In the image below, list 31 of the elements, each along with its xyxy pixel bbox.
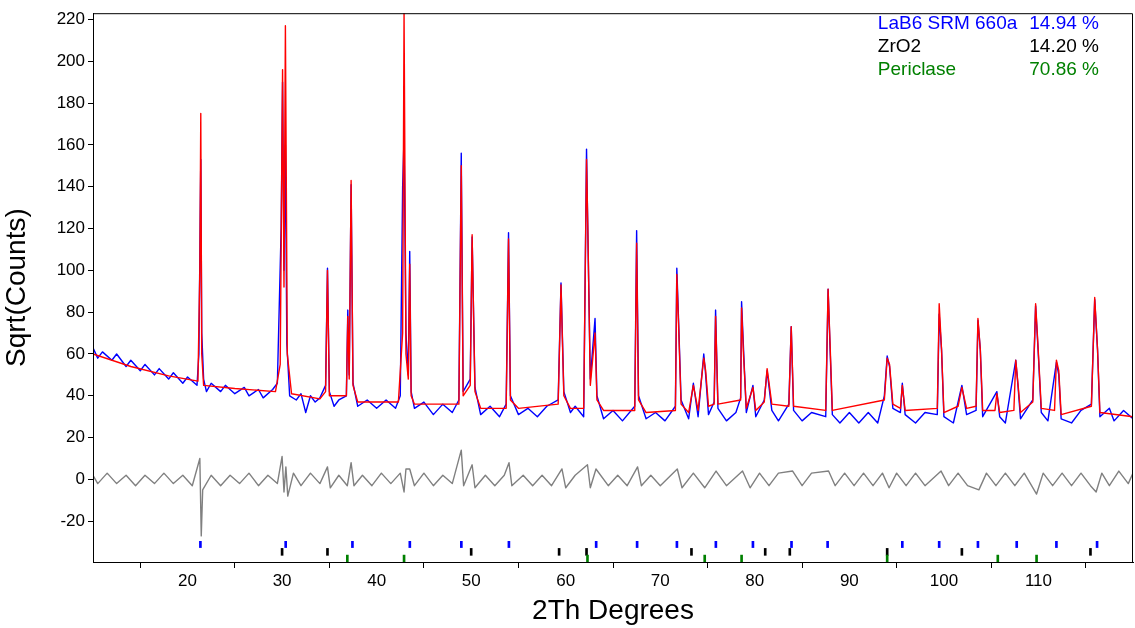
y-tick-label: -20 [60, 510, 85, 530]
x-tick-label: 110 [1024, 570, 1053, 590]
x-tick-label: 30 [272, 570, 292, 590]
y-tick-label: 60 [66, 343, 85, 363]
y-tick-label: 80 [66, 301, 85, 321]
x-tick-label: 100 [929, 570, 959, 590]
y-tick-label: 20 [66, 427, 85, 447]
x-tick-label: 40 [367, 570, 387, 590]
y-tick-label: 220 [56, 9, 85, 29]
y-tick-label: 0 [75, 469, 85, 489]
y-axis-title: Sqrt(Counts) [0, 208, 31, 367]
text: Periclase [877, 58, 957, 81]
x-tick-label: 70 [650, 570, 670, 590]
x-tick-label: 20 [178, 570, 198, 590]
x-tick-label: 50 [461, 570, 481, 590]
text: ZrO2 [877, 35, 923, 58]
y-tick-label: 140 [56, 176, 85, 196]
x-tick-label: 90 [839, 570, 859, 590]
annotation: 14.94 % [1028, 12, 1099, 35]
text: LaB6 SRM 660a [877, 12, 1018, 35]
annotation: 70.86 % [1028, 58, 1099, 81]
x-axis-title: 2Th Degrees [532, 593, 694, 625]
annotation: 14.20 % [1028, 35, 1099, 58]
y-tick-label: 160 [56, 134, 85, 154]
y-tick-label: 180 [56, 92, 85, 112]
y-tick-label: 40 [66, 385, 85, 405]
y-tick-label: 100 [56, 260, 85, 280]
x-tick-label: 80 [745, 570, 765, 590]
y-tick-label: 200 [56, 50, 85, 70]
x-tick-label: 60 [556, 570, 576, 590]
y-tick-label: 120 [56, 218, 85, 238]
